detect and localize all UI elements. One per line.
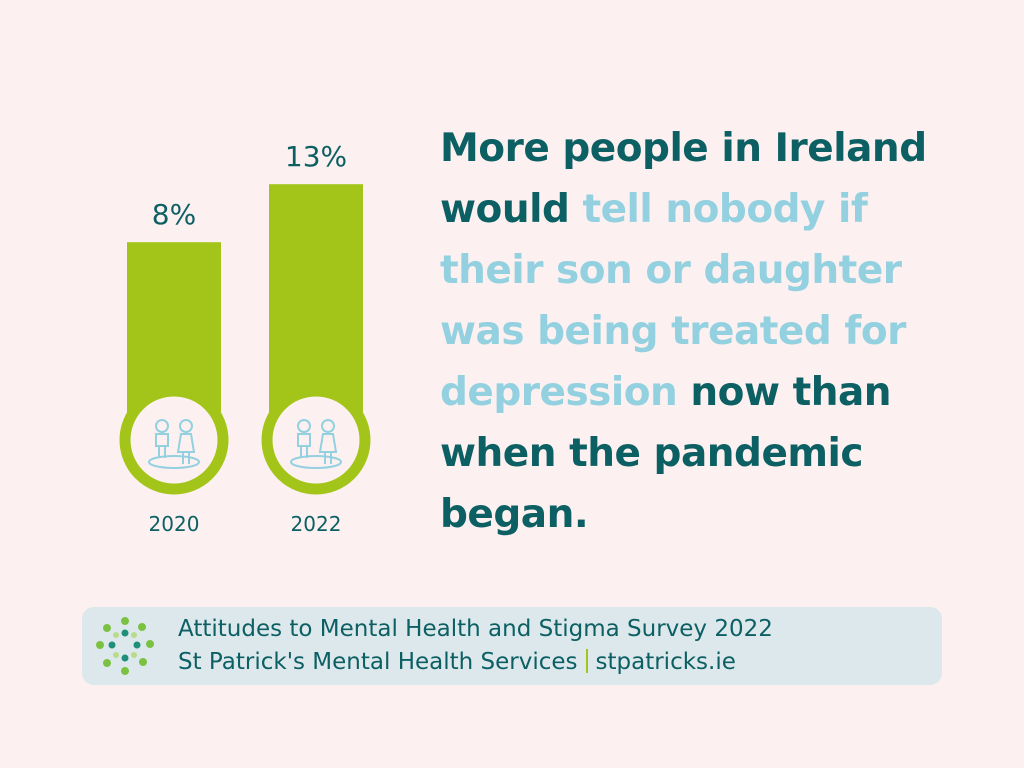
icon-head	[179, 419, 193, 433]
bar-ring	[119, 385, 229, 495]
icon-legs	[300, 446, 308, 458]
chart: 8% 2020 13% 2022	[119, 140, 371, 536]
footer-credit: St Patrick's Mental Health Services stpat…	[178, 649, 736, 675]
icon-legs	[158, 446, 166, 458]
headline: More people in Ireland would tell nobody…	[440, 118, 960, 545]
icon-head	[155, 419, 169, 433]
icon-body	[155, 433, 169, 447]
bar-ring	[261, 385, 371, 495]
value-label: 13%	[285, 140, 347, 173]
footer: Attitudes to Mental Health and Stigma Su…	[82, 607, 942, 685]
icon-body	[318, 433, 338, 453]
icon-ground	[148, 455, 200, 469]
x-tick-label: 2022	[291, 512, 342, 536]
children-icon	[290, 419, 342, 469]
headline-highlight: tell nobody if their son or daughter was…	[440, 187, 906, 415]
headline-start: More people in Ireland would	[440, 126, 927, 232]
footer-site: stpatricks.ie	[595, 649, 736, 675]
icon-head	[321, 419, 335, 433]
footer-title: Attitudes to Mental Health and Stigma Su…	[178, 616, 773, 642]
icon-head	[297, 419, 311, 433]
icon-legs	[324, 452, 332, 464]
children-icon	[148, 419, 200, 469]
x-tick-label: 2020	[149, 512, 200, 536]
icon-ground	[290, 455, 342, 469]
headline-end: now than when the pandemic began.	[440, 370, 892, 537]
footer-org: St Patrick's Mental Health Services	[178, 649, 578, 675]
separator	[585, 649, 588, 673]
value-label: 8%	[152, 198, 196, 231]
logo	[96, 617, 154, 675]
icon-body	[297, 433, 311, 447]
icon-body	[176, 433, 196, 453]
icon-legs	[182, 452, 190, 464]
